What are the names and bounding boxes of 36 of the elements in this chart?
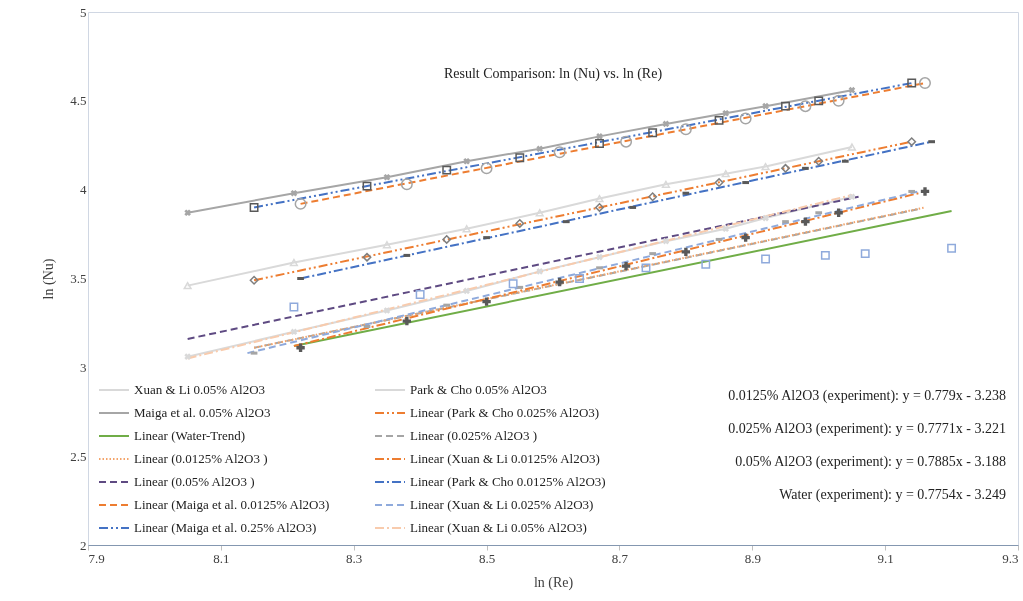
text: Result Comparison: ln (Nu) vs. ln (Re) [443, 66, 663, 82]
legend-label: Xuan & Li 0.05% Al2O3 [134, 382, 266, 397]
legend-label: Linear (0.0125% Al2O3 ) [134, 451, 268, 466]
legend-label: Linear (Maiga et al. 0.0125% Al2O3) [134, 497, 330, 512]
x-tick-label: 9.3 [1002, 550, 1019, 566]
legend-label: Maiga et al. 0.05% Al2O3 [134, 405, 271, 420]
legend-label: Linear (Maiga et al. 0.25% Al2O3) [134, 520, 317, 535]
y-axis-title: ln (Nu) [41, 258, 58, 300]
x-axis-title: ln (Re) [533, 574, 574, 591]
y-tick-label: 4.5 [70, 93, 87, 109]
legend-label: Park & Cho 0.05% Al2O3 [410, 382, 547, 397]
y-tick-label: 3.5 [70, 271, 87, 286]
legend-label: Linear (Park & Cho 0.025% Al2O3) [410, 405, 600, 420]
y-tick-label: 5 [80, 4, 87, 20]
x-tick-label: 7.9 [88, 550, 105, 566]
y-tick-label: 2 [80, 537, 87, 553]
annotation: 0.025% Al2O3 (experiment): y = 0.7771x - 3.221 [728, 421, 1006, 437]
legend-label: Linear (0.05% Al2O3 ) [134, 474, 255, 489]
x-tick-label: 8.3 [346, 550, 363, 566]
y-tick-label: 4 [80, 182, 87, 198]
y-tick-label: 3 [80, 359, 87, 375]
y-tick-label: 2.5 [70, 448, 87, 464]
legend-label: Linear (Water-Trend) [134, 428, 246, 443]
legend-label: Linear (Xuan & Li 0.025% Al2O3) [410, 497, 594, 512]
x-tick-label: 8.1 [213, 550, 230, 566]
annotation: Water (experiment): y = 0.7754x - 3.249 [779, 487, 1006, 503]
legend-label: Linear (Xuan & Li 0.0125% Al2O3) [410, 451, 600, 466]
legend-label: Linear (Park & Cho 0.0125% Al2O3) [410, 474, 606, 489]
annotation: 0.0125% Al2O3 (experiment): y = 0.779x - 3.238 [728, 388, 1006, 404]
legend-label: Linear (Xuan & Li 0.05% Al2O3) [410, 520, 587, 535]
annotation: 0.05% Al2O3 (experiment): y = 0.7885x - 3.188 [735, 454, 1006, 470]
x-tick-label: 8.9 [744, 550, 761, 566]
x-tick-label: 8.7 [611, 550, 629, 566]
legend-label: Linear (0.025% Al2O3 ) [410, 428, 538, 443]
x-tick-label: 9.1 [877, 550, 894, 566]
x-tick-label: 8.5 [478, 550, 496, 566]
